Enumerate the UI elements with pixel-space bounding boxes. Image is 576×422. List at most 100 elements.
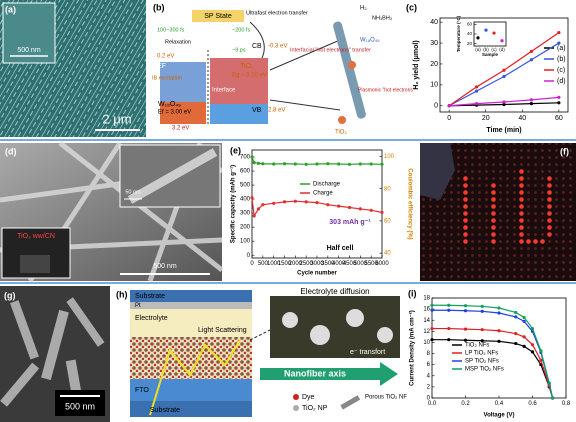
y-axis-label: Current Density (mA cm⁻²) [409,310,416,386]
data-point [529,58,534,62]
y-tick-label: 6 [427,362,431,368]
data-point [252,161,256,165]
panel-label: (e) [230,145,241,155]
y-tick-label: 200 [240,225,251,231]
y-tick-label: 10 [423,340,430,346]
data-point [347,205,352,210]
pointer [269,39,341,71]
x-axis-label: Sample [482,52,499,57]
diagram-text: CB [252,43,262,50]
data-point [447,308,451,312]
data-point [380,210,384,215]
layer [130,309,252,337]
data-point [529,98,534,102]
x-axis-label: Voltage (V) [484,413,515,419]
data-point [476,36,480,40]
data-point [547,381,551,385]
nanorod [333,21,366,119]
data-point [337,204,341,208]
y-tick-label: 14 [423,318,430,324]
data-point [551,396,555,400]
data-point [514,310,518,315]
diagram-text: 2.8 eV [268,108,285,114]
x-tick-label: (c) [491,47,497,52]
scale-label: 500 nm [153,263,177,270]
y-tick-label: 0 [434,103,438,110]
diagram-text: -0.3 eV [268,44,287,50]
panel-d: (d) 50 nm TiO₂ ww/CN 500 nm [0,141,224,283]
y-tick-label: 0 [427,396,431,402]
y-tick-label: 0 [247,253,251,259]
x-tick-label: 4500 [343,261,357,267]
plot-frame [439,17,569,113]
y-tick-label: 40 [430,19,438,26]
panel-label: (c) [406,2,417,12]
diagram-text: TiO₂ [335,130,347,136]
data-point [272,162,276,166]
x-tick-label: 1000 [267,261,281,267]
diagram-text: Ultrafast electron transfer [246,10,308,16]
data-point [522,344,526,348]
x-tick-label: (b) [483,47,489,52]
w18o49-vb [160,102,206,124]
diagram-text: Interfacial "hot electrons" transfer [290,47,371,53]
data-point [304,162,308,166]
data-point [522,319,526,323]
panel-label: (h) [116,289,128,299]
data-point [480,309,484,313]
diagram-text: TiO₂ [240,63,254,70]
data-point [430,338,434,342]
data-point [261,162,265,166]
diagram-text: Interface [212,88,236,94]
x-tick-label: (a) [475,47,481,52]
x-tick-label: 3500 [321,261,335,267]
data-point [256,161,261,165]
panel-label: (g) [4,290,16,300]
data-point [557,95,561,99]
y-tick-label: 40 [467,31,473,36]
panel-h: (h) Substrate Pt Electrolyte Light Scatt… [116,287,407,417]
panel-b: (b) SP State Ultrafast electron transfer… [152,2,415,135]
diagram-text: W₁₈O₄₉ [158,101,181,108]
legend-label: (d) [557,78,566,85]
data-point [430,326,434,331]
diagram-text: 0.2 eV [157,54,174,60]
x-tick-label: 5500 [364,261,378,267]
y-tick-label: 12 [423,329,430,335]
x-tick-label: 4000 [332,261,346,267]
data-point [261,203,265,207]
data-point [250,196,254,200]
tio2-vb [210,104,268,124]
diagram-text: Substrate [150,407,180,414]
lit-leds [462,168,553,245]
diagram-text: Nanofiber axis [284,368,346,378]
data-point [358,162,362,166]
y-tick-label: 10 [430,82,438,89]
data-point [315,200,319,205]
x-tick-label: 0.0 [428,401,437,407]
data-point [250,155,254,159]
data-point [282,200,287,204]
x-tick-label: 40 [518,115,526,122]
diagram-text: Relaxation [165,39,191,45]
legend-label: Discharge [313,182,341,188]
x-tick-label: 0 [447,115,451,122]
diagram-text: EF [157,63,166,70]
x-tick-label: 0.6 [528,401,537,407]
data-point [497,306,501,310]
y2-tick-label: 60 [384,219,391,225]
data-point [557,31,561,35]
panel-label: (i) [408,288,417,298]
x-tick-label: 0 [250,261,254,267]
data-point [492,31,496,35]
data-point [502,74,506,79]
data-point [430,303,434,307]
data-point [463,309,468,313]
y-axis-label: Temperature (°C) [456,15,461,52]
data-point [447,338,451,342]
y-tick-label: 100 [240,239,251,245]
data-point [500,39,504,43]
data-point [474,102,479,106]
panel-label: (f) [560,146,569,156]
y-tick-label: 400 [240,197,251,203]
